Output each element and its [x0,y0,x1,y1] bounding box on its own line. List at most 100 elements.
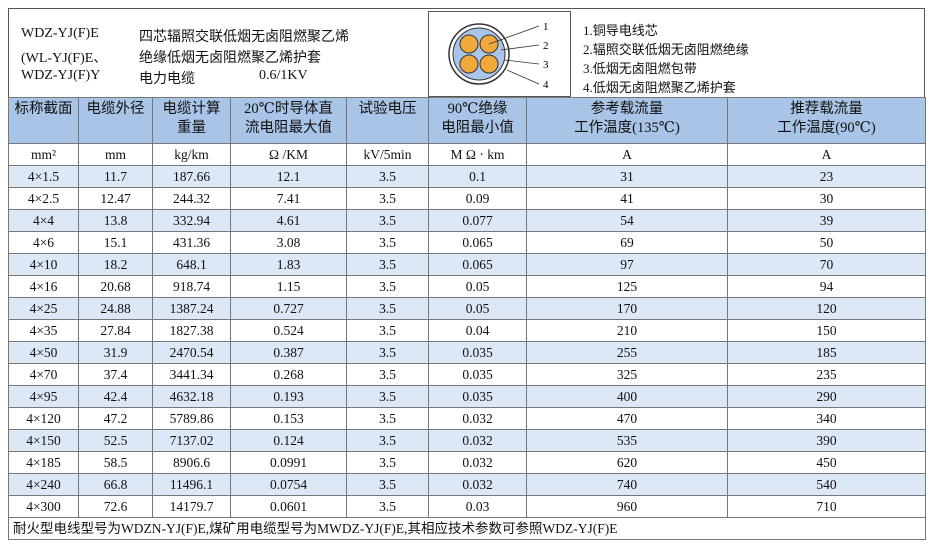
data-row: 4×70 37.4 3441.34 0.268 3.5 0.035 325 235 [8,363,926,386]
header-line: 电缆计算 [162,101,221,117]
cell: 4×2.5 [8,187,79,210]
header-line: 重量 [177,120,206,136]
cell: 0.035 [428,341,527,364]
unit-row: mm² mm kg/km Ω /KM kV/5min M Ω · km A A [8,143,926,166]
cell: 12.47 [78,187,153,210]
cell: 255 [526,341,728,364]
data-row: 4×6 15.1 431.36 3.08 3.5 0.065 69 50 [8,231,926,254]
cell: 3.5 [346,407,429,430]
data-row: 4×95 42.4 4632.18 0.193 3.5 0.035 400 290 [8,385,926,408]
cell: 535 [526,429,728,452]
column-header: 电缆计算 重量 [152,97,231,144]
cell: 0.0754 [230,473,347,496]
cell: 340 [727,407,926,430]
header: WDZ-YJ(F)E (WL-YJ(F)E、 WDZ-YJ(F)Y 四芯辐照交联… [8,8,925,97]
cell: 332.94 [152,209,231,232]
voltage: 0.6/1KV [259,68,308,83]
header-line: 20℃时导体直 [244,101,333,117]
cell: 3.08 [230,231,347,254]
cell: 0.193 [230,385,347,408]
cell: 150 [727,319,926,342]
cell: 620 [526,451,728,474]
cell: 0.035 [428,385,527,408]
description: 四芯辐照交联低烟无卤阻燃聚乙烯 [139,30,349,45]
cell: 0.065 [428,231,527,254]
cell: 3.5 [346,187,429,210]
header-line: 试验电压 [358,101,417,117]
cell: 0.153 [230,407,347,430]
column-header: 标称截面 [8,97,79,144]
cell: 37.4 [78,363,153,386]
cell: 69 [526,231,728,254]
cell: 3.5 [346,231,429,254]
column-header: 推荐载流量 工作温度(90℃) [727,97,926,144]
cell: 3.5 [346,275,429,298]
cell: 3.5 [346,165,429,188]
unit-cell: mm² [8,143,79,166]
header-row: 标称截面 电缆外径 电缆计算 重量 20℃时导体直 流电阻最大值 试验电压 90℃绝缘 电阻最小… [8,97,926,144]
cell: 39 [727,209,926,232]
cell: 0.032 [428,451,527,474]
cell: 70 [727,253,926,276]
cell: 0.05 [428,297,527,320]
cell: 0.032 [428,429,527,452]
cell: 4632.18 [152,385,231,408]
cell: 42.4 [78,385,153,408]
cell: 3.5 [346,209,429,232]
cell: 27.84 [78,319,153,342]
cell: 3441.34 [152,363,231,386]
cell: 7137.02 [152,429,231,452]
data-row: 4×150 52.5 7137.02 0.124 3.5 0.032 535 390 [8,429,926,452]
cell: 4×10 [8,253,79,276]
cell: 7.41 [230,187,347,210]
cell: 11.7 [78,165,153,188]
cell: 3.5 [346,429,429,452]
cell: 0.04 [428,319,527,342]
cell: 0.0601 [230,495,347,518]
data-row: 4×300 72.6 14179.7 0.0601 3.5 0.03 960 710 [8,495,926,518]
unit-cell: A [526,143,728,166]
header-line: 流电阻最大值 [245,120,332,136]
cell: 1.15 [230,275,347,298]
cell: 3.5 [346,495,429,518]
cell: 3.5 [346,319,429,342]
cell: 0.077 [428,209,527,232]
model: (WL-YJ(F)E、 [21,51,108,66]
cell: 3.5 [346,385,429,408]
cell: 4×150 [8,429,79,452]
cell: 11496.1 [152,473,231,496]
cell: 4×6 [8,231,79,254]
cell: 120 [727,297,926,320]
cell: 3.5 [346,473,429,496]
diagram-label: 4 [543,79,549,91]
cell: 290 [727,385,926,408]
cell: 94 [727,275,926,298]
cell: 918.74 [152,275,231,298]
cell: 0.268 [230,363,347,386]
header-line: 电阻最小值 [441,120,514,136]
cell: 3.5 [346,341,429,364]
cell: 41 [526,187,728,210]
data-row: 4×10 18.2 648.1 1.83 3.5 0.065 97 70 [8,253,926,276]
model: WDZ-YJ(F)Y [21,68,101,83]
cell: 4×50 [8,341,79,364]
legend-item: 2.辐照交联低烟无卤阻燃绝缘 [583,42,749,57]
cell: 13.8 [78,209,153,232]
unit-cell: mm [78,143,153,166]
cell: 235 [727,363,926,386]
cell: 20.68 [78,275,153,298]
cell: 648.1 [152,253,231,276]
header-line: 标称截面 [14,101,73,117]
cell: 4×1.5 [8,165,79,188]
legend-item: 3.低烟无卤阻燃包带 [583,61,697,76]
cell: 31 [526,165,728,188]
cell: 0.065 [428,253,527,276]
cell: 97 [526,253,728,276]
description: 绝缘低烟无卤阻燃聚乙烯护套 [139,51,321,66]
cell: 0.524 [230,319,347,342]
cell: 4×120 [8,407,79,430]
data-row: 4×2.5 12.47 244.32 7.41 3.5 0.09 41 30 [8,187,926,210]
diagram-label: 2 [543,40,549,52]
cell: 3.5 [346,363,429,386]
